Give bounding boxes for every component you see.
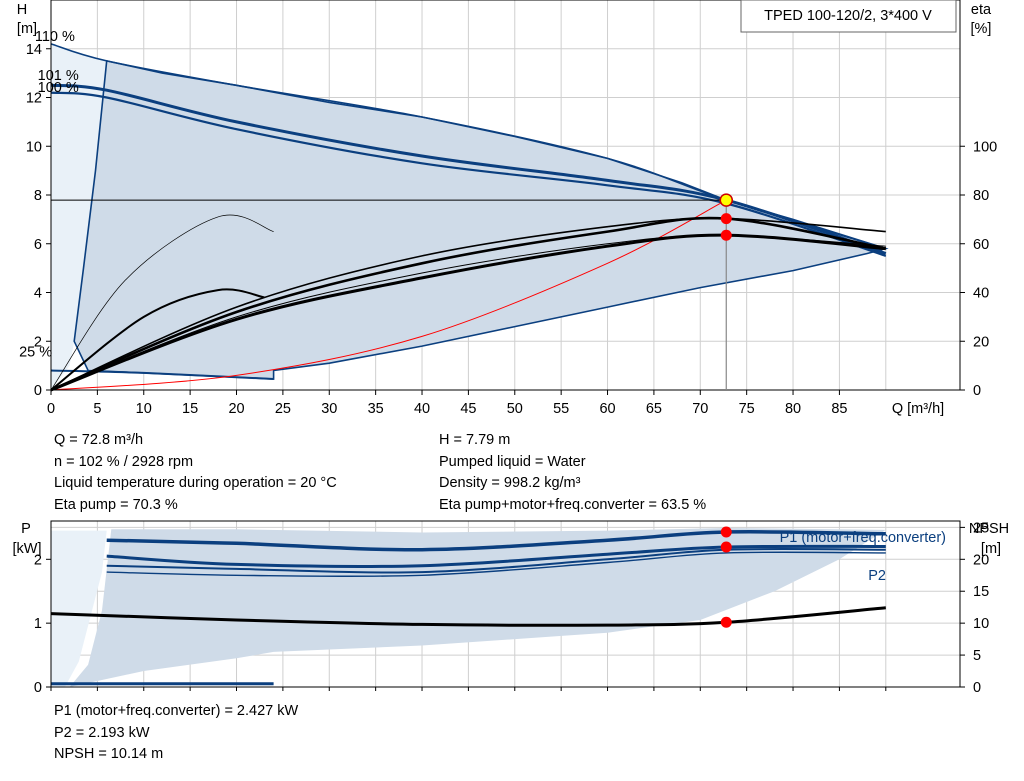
y-axis-title-left: H (17, 2, 27, 18)
top-tick-label-right: 100 (973, 139, 997, 155)
x-tick-label: 60 (599, 401, 615, 417)
bottom-tick-label-right: 15 (973, 584, 989, 600)
top-tick-label-right: 20 (973, 334, 989, 350)
top-tick-label-left: 2 (34, 334, 42, 350)
power-axis-title: P (21, 521, 31, 537)
power-operating-point-0 (720, 526, 732, 538)
curve-label-1: 101 % (38, 68, 79, 84)
top-tick-label-left: 4 (34, 286, 42, 302)
x-axis-title: Q [m³/h] (892, 401, 944, 417)
curve-label-3: 25 % (19, 345, 52, 361)
bottom-tick-label-right: 5 (973, 648, 981, 664)
low-flow-area (51, 43, 107, 391)
bottom-tick-label-right: 20 (973, 552, 989, 568)
bottom-tick-label-right: 25 (973, 520, 989, 536)
x-tick-label: 30 (321, 401, 337, 417)
operating-point-0 (719, 193, 734, 207)
power-area (69, 528, 886, 687)
series-P1-alt (106, 547, 886, 574)
p1-readout: P1 (motor+freq.converter) = 2.427 kW (54, 703, 299, 719)
bottom-tick-label-left: 0 (34, 680, 42, 696)
top-tick-label-right: 40 (973, 286, 989, 302)
power-operating-point-1 (720, 541, 732, 553)
bottom-tick-label-left: 1 (34, 616, 42, 632)
p2-readout: P2 = 2.193 kW (54, 724, 150, 741)
legend-p2: P2 (868, 568, 886, 584)
x-tick-label: 35 (368, 401, 384, 417)
top-tick-label-left: 0 (34, 383, 42, 399)
curve-label-2: 100 % (38, 80, 79, 96)
series-P2-alt (106, 551, 886, 578)
npsh-readout: NPSH = 10.14 m (54, 746, 164, 762)
x-tick-label: 85 (831, 401, 847, 417)
liquid-readout: Pumped liquid = Water (439, 453, 586, 470)
temperature-readout: Liquid temperature during operation = 20… (54, 475, 337, 491)
series-eta-total-101 (50, 233, 886, 392)
power-low-flow-area (51, 530, 107, 687)
operating-point-1 (720, 213, 732, 225)
npsh-axis-unit: [m] (981, 541, 1001, 557)
npsh-axis-title: NPSH (969, 521, 1009, 537)
series-eta-pump-101 (50, 216, 887, 392)
y-axis-unit-right: [%] (971, 21, 992, 37)
density-readout: Density = 998.2 kg/m³ (439, 475, 581, 491)
bottom-tick-label-right: 0 (973, 680, 981, 696)
head-readout: H = 7.79 m (439, 432, 511, 448)
curve-label-0: 110 % (35, 29, 75, 45)
y-axis-title-right: eta (971, 2, 992, 18)
x-tick-label: 0 (47, 401, 55, 417)
info-left: Q = 72.8 m³/h n = 102 % / 2928 rpm Liqui… (54, 430, 337, 516)
top-tick-label-right: 60 (973, 237, 989, 253)
x-tick-label: 20 (228, 401, 244, 417)
series-system-curve (50, 199, 727, 391)
top-tick-label-left: 8 (34, 188, 42, 204)
bottom-frame (50, 520, 961, 688)
x-tick-label: 10 (136, 401, 152, 417)
chart-title: TPED 100-120/2, 3*400 V (764, 8, 932, 24)
top-tick-label-left: 6 (34, 237, 42, 253)
x-tick-label: 80 (785, 401, 801, 417)
x-tick-label: 70 (692, 401, 708, 417)
bottom-tick-label-left: 2 (34, 552, 42, 568)
power-operating-point-2 (720, 616, 732, 628)
x-tick-label: 45 (460, 401, 476, 417)
x-tick-label: 50 (507, 401, 523, 417)
speed-readout: n = 102 % / 2928 rpm (54, 453, 194, 470)
x-tick-label: 15 (182, 401, 198, 417)
x-tick-label: 5 (93, 401, 101, 417)
series-eta-25-thin (50, 214, 274, 391)
y-axis-unit-left: [m] (17, 21, 37, 37)
top-tick-label-left: 10 (26, 139, 42, 155)
legend-p1: P1 (motor+freq.converter) (780, 530, 946, 546)
bottom-tick-label-right: 10 (973, 616, 989, 632)
eta-pump-readout: Eta pump = 70.3 % (54, 496, 178, 513)
power-axis-unit: [kW] (13, 541, 42, 557)
x-tick-label: 25 (275, 401, 291, 417)
x-tick-label: 55 (553, 401, 569, 417)
top-tick-label-left: 14 (26, 42, 42, 58)
title-box (740, 0, 957, 33)
eta-total-readout: Eta pump+motor+freq.converter = 63.5 % (439, 496, 707, 513)
series-eta-25-thick (50, 288, 265, 391)
operating-point-2 (720, 229, 732, 241)
bottom-panel (46, 520, 965, 688)
x-tick-label: 75 (739, 401, 755, 417)
info-right: H = 7.79 m Pumped liquid = Water Density… (439, 430, 706, 516)
series-P1 (106, 530, 886, 552)
info-bottom: P1 (motor+freq.converter) = 2.427 kW P2 … (54, 701, 298, 766)
top-panel (46, 0, 965, 392)
top-tick-label-right: 0 (973, 383, 981, 399)
series-P2 (106, 544, 886, 568)
x-tick-label: 40 (414, 401, 430, 417)
flow-readout: Q = 72.8 m³/h (54, 432, 144, 448)
top-tick-label-left: 12 (26, 91, 42, 107)
series-NPSH (50, 606, 886, 627)
top-tick-label-right: 80 (973, 188, 989, 204)
x-tick-label: 65 (646, 401, 662, 417)
